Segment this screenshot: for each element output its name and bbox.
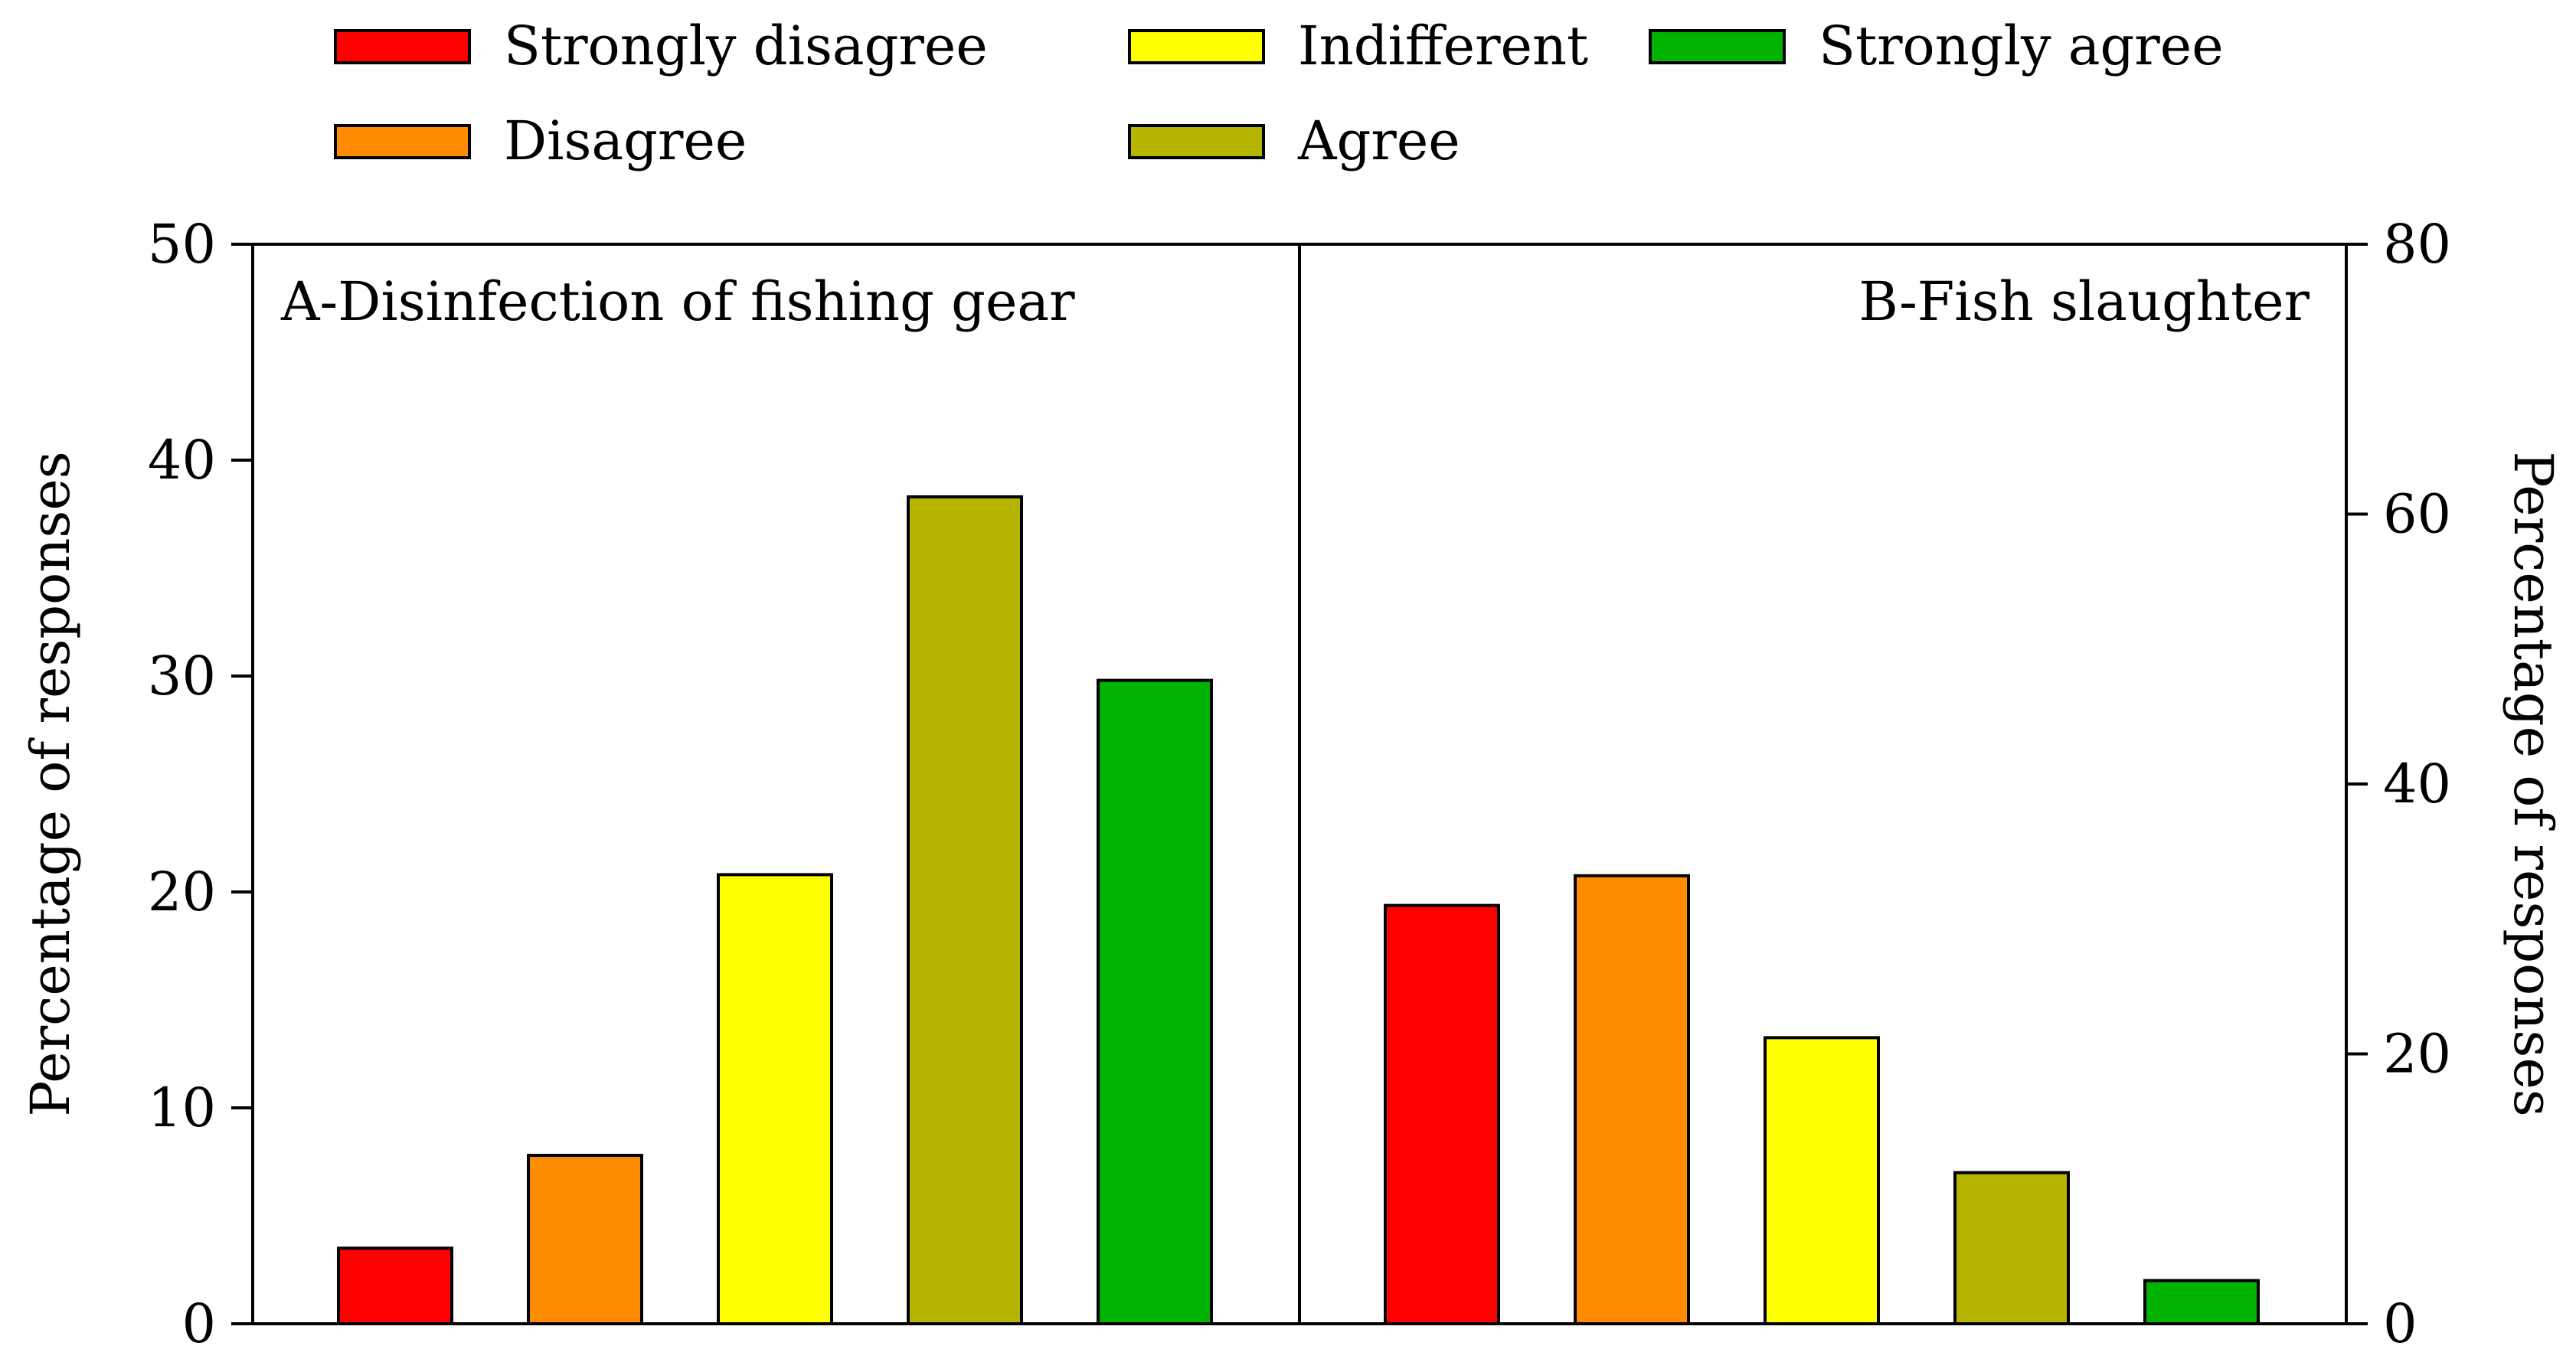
- panel-a-title: A-Disinfection of fishing gear: [280, 270, 1075, 333]
- tick-label-left-10: 10: [148, 1076, 216, 1139]
- panel-b-title: B-Fish slaughter: [1858, 270, 2310, 333]
- tick-label-right-60: 60: [2383, 483, 2451, 546]
- bar-a-agree: [907, 495, 1023, 1326]
- bar-b-strongly-agree: [2143, 1279, 2260, 1325]
- legend-label-strongly-disagree: Strongly disagree: [504, 15, 988, 77]
- tick-label-left-40: 40: [148, 429, 216, 492]
- bar-b-strongly-disagree: [1384, 903, 1500, 1325]
- tick-label-right-20: 20: [2383, 1023, 2451, 1086]
- tick-label-left-0: 0: [181, 1292, 216, 1355]
- panel-disinfection: A-Disinfection of fishing gear 0 10 20 30 40…: [148, 213, 1301, 1355]
- legend-label-indifferent: Indifferent: [1298, 15, 1588, 77]
- tick-label-left-20: 20: [148, 861, 216, 923]
- legend-swatch-disagree: [334, 124, 471, 159]
- bar-b-indifferent: [1764, 1036, 1880, 1325]
- y-axis-label-right: Percentage of responses: [2502, 451, 2565, 1116]
- tick-label-left-50: 50: [148, 213, 216, 276]
- tick-label-right-0: 0: [2383, 1292, 2417, 1355]
- bar-a-disagree: [527, 1154, 643, 1326]
- bar-b-agree: [1953, 1171, 2070, 1325]
- tick-label-left-30: 30: [148, 645, 216, 707]
- bars-panel-a: [337, 495, 1213, 1326]
- y-axis-right: 0 20 40 60 80: [2346, 213, 2451, 1355]
- legend: Strongly disagree Disagree Indifferent Agre…: [334, 15, 2224, 172]
- bar-a-indifferent: [717, 873, 833, 1325]
- legend-swatch-strongly-disagree: [334, 29, 471, 64]
- bar-a-strongly-agree: [1097, 678, 1213, 1325]
- y-axis-left: 0 10 20 30 40 50: [148, 213, 253, 1355]
- legend-swatch-strongly-agree: [1649, 29, 1786, 64]
- legend-label-disagree: Disagree: [504, 109, 747, 172]
- legend-swatch-indifferent: [1128, 29, 1265, 64]
- panel-slaughter: B-Fish slaughter 0 20 40 60 80: [1298, 213, 2451, 1355]
- tick-label-right-80: 80: [2383, 213, 2451, 276]
- legend-label-agree: Agree: [1297, 109, 1460, 172]
- bar-b-disagree: [1574, 874, 1690, 1325]
- legend-swatch-agree: [1128, 124, 1265, 159]
- bar-a-strongly-disagree: [337, 1246, 453, 1326]
- y-axis-label-left: Percentage of responses: [19, 451, 82, 1116]
- legend-label-strongly-agree: Strongly agree: [1819, 15, 2224, 77]
- tick-label-right-40: 40: [2383, 753, 2451, 815]
- bars-panel-b: [1384, 874, 2260, 1325]
